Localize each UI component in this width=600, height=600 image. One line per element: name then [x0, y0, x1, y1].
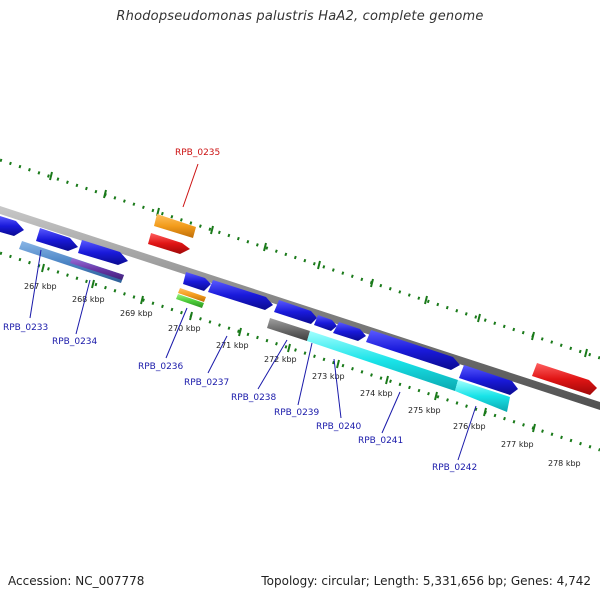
cds-feature[interactable]	[183, 272, 211, 291]
kbp-label: 273 kbp	[312, 372, 345, 381]
upper-major-ticks	[49, 171, 588, 358]
gene-label-rpb-0239[interactable]: RPB_0239	[274, 408, 320, 418]
cds-feature[interactable]	[314, 315, 337, 331]
kbp-label: 274 kbp	[360, 389, 393, 398]
cyan-feature[interactable]	[307, 331, 458, 391]
kbp-label: 267 kbp	[24, 282, 57, 291]
orange-feature[interactable]	[178, 288, 206, 302]
cds-feature[interactable]	[274, 300, 317, 324]
cds-feature[interactable]	[333, 322, 366, 341]
cds-feature[interactable]	[0, 216, 24, 236]
gene-label-rpb-0240[interactable]: RPB_0240	[316, 422, 362, 432]
gene-label-rpb-0236[interactable]: RPB_0236	[138, 362, 184, 372]
gene-label-rpb-0238[interactable]: RPB_0238	[231, 393, 277, 403]
rna-feature[interactable]	[532, 363, 597, 395]
cds-feature[interactable]	[459, 365, 518, 395]
gene-label-rpb-0241[interactable]: RPB_0241	[358, 436, 403, 446]
cds-feature[interactable]	[366, 330, 460, 370]
map-title: Rhodopseudomonas palustris HaA2, complet…	[116, 9, 484, 24]
gene-label-rpb-0242[interactable]: RPB_0242	[432, 463, 477, 473]
lower-tick-ruler	[0, 251, 600, 452]
kbp-label: 271 kbp	[216, 341, 249, 350]
cds-feature[interactable]	[208, 280, 273, 310]
kbp-label: 270 kbp	[168, 324, 201, 333]
cds-feature[interactable]	[78, 240, 128, 265]
gene-label-rpb-0233[interactable]: RPB_0233	[3, 323, 48, 333]
kbp-label: 277 kbp	[501, 440, 534, 449]
gene-labels: RPB_0233 RPB_0234 RPB_0235 RPB_0236 RPB_…	[3, 148, 477, 473]
genome-summary-text: Topology: circular; Length: 5,331,656 bp…	[261, 574, 591, 588]
kbp-label: 278 kbp	[548, 459, 581, 468]
lower-major-ticks	[41, 263, 536, 433]
lower-dotted-line	[0, 251, 600, 452]
cyan-feature[interactable]	[455, 380, 510, 412]
kbp-label: 269 kbp	[120, 309, 153, 318]
leader-lines	[29, 163, 477, 461]
orange-feature[interactable]	[154, 214, 196, 238]
gene-label-rpb-0234[interactable]: RPB_0234	[52, 337, 98, 347]
kbp-label: 275 kbp	[408, 406, 441, 415]
upper-strand-features	[0, 214, 597, 395]
lower-strand-features	[19, 241, 510, 412]
rna-feature[interactable]	[148, 233, 190, 254]
purple-feature[interactable]	[70, 258, 124, 280]
gene-label-rpb-0235[interactable]: RPB_0235	[175, 148, 220, 158]
green-feature[interactable]	[176, 294, 204, 308]
cds-feature[interactable]	[36, 228, 78, 251]
accession-text: Accession: NC_007778	[8, 574, 145, 588]
kbp-label: 272 kbp	[264, 355, 297, 364]
gene-label-rpb-0237[interactable]: RPB_0237	[184, 378, 229, 388]
gray-feature[interactable]	[267, 318, 310, 341]
kbp-label: 268 kbp	[72, 295, 105, 304]
